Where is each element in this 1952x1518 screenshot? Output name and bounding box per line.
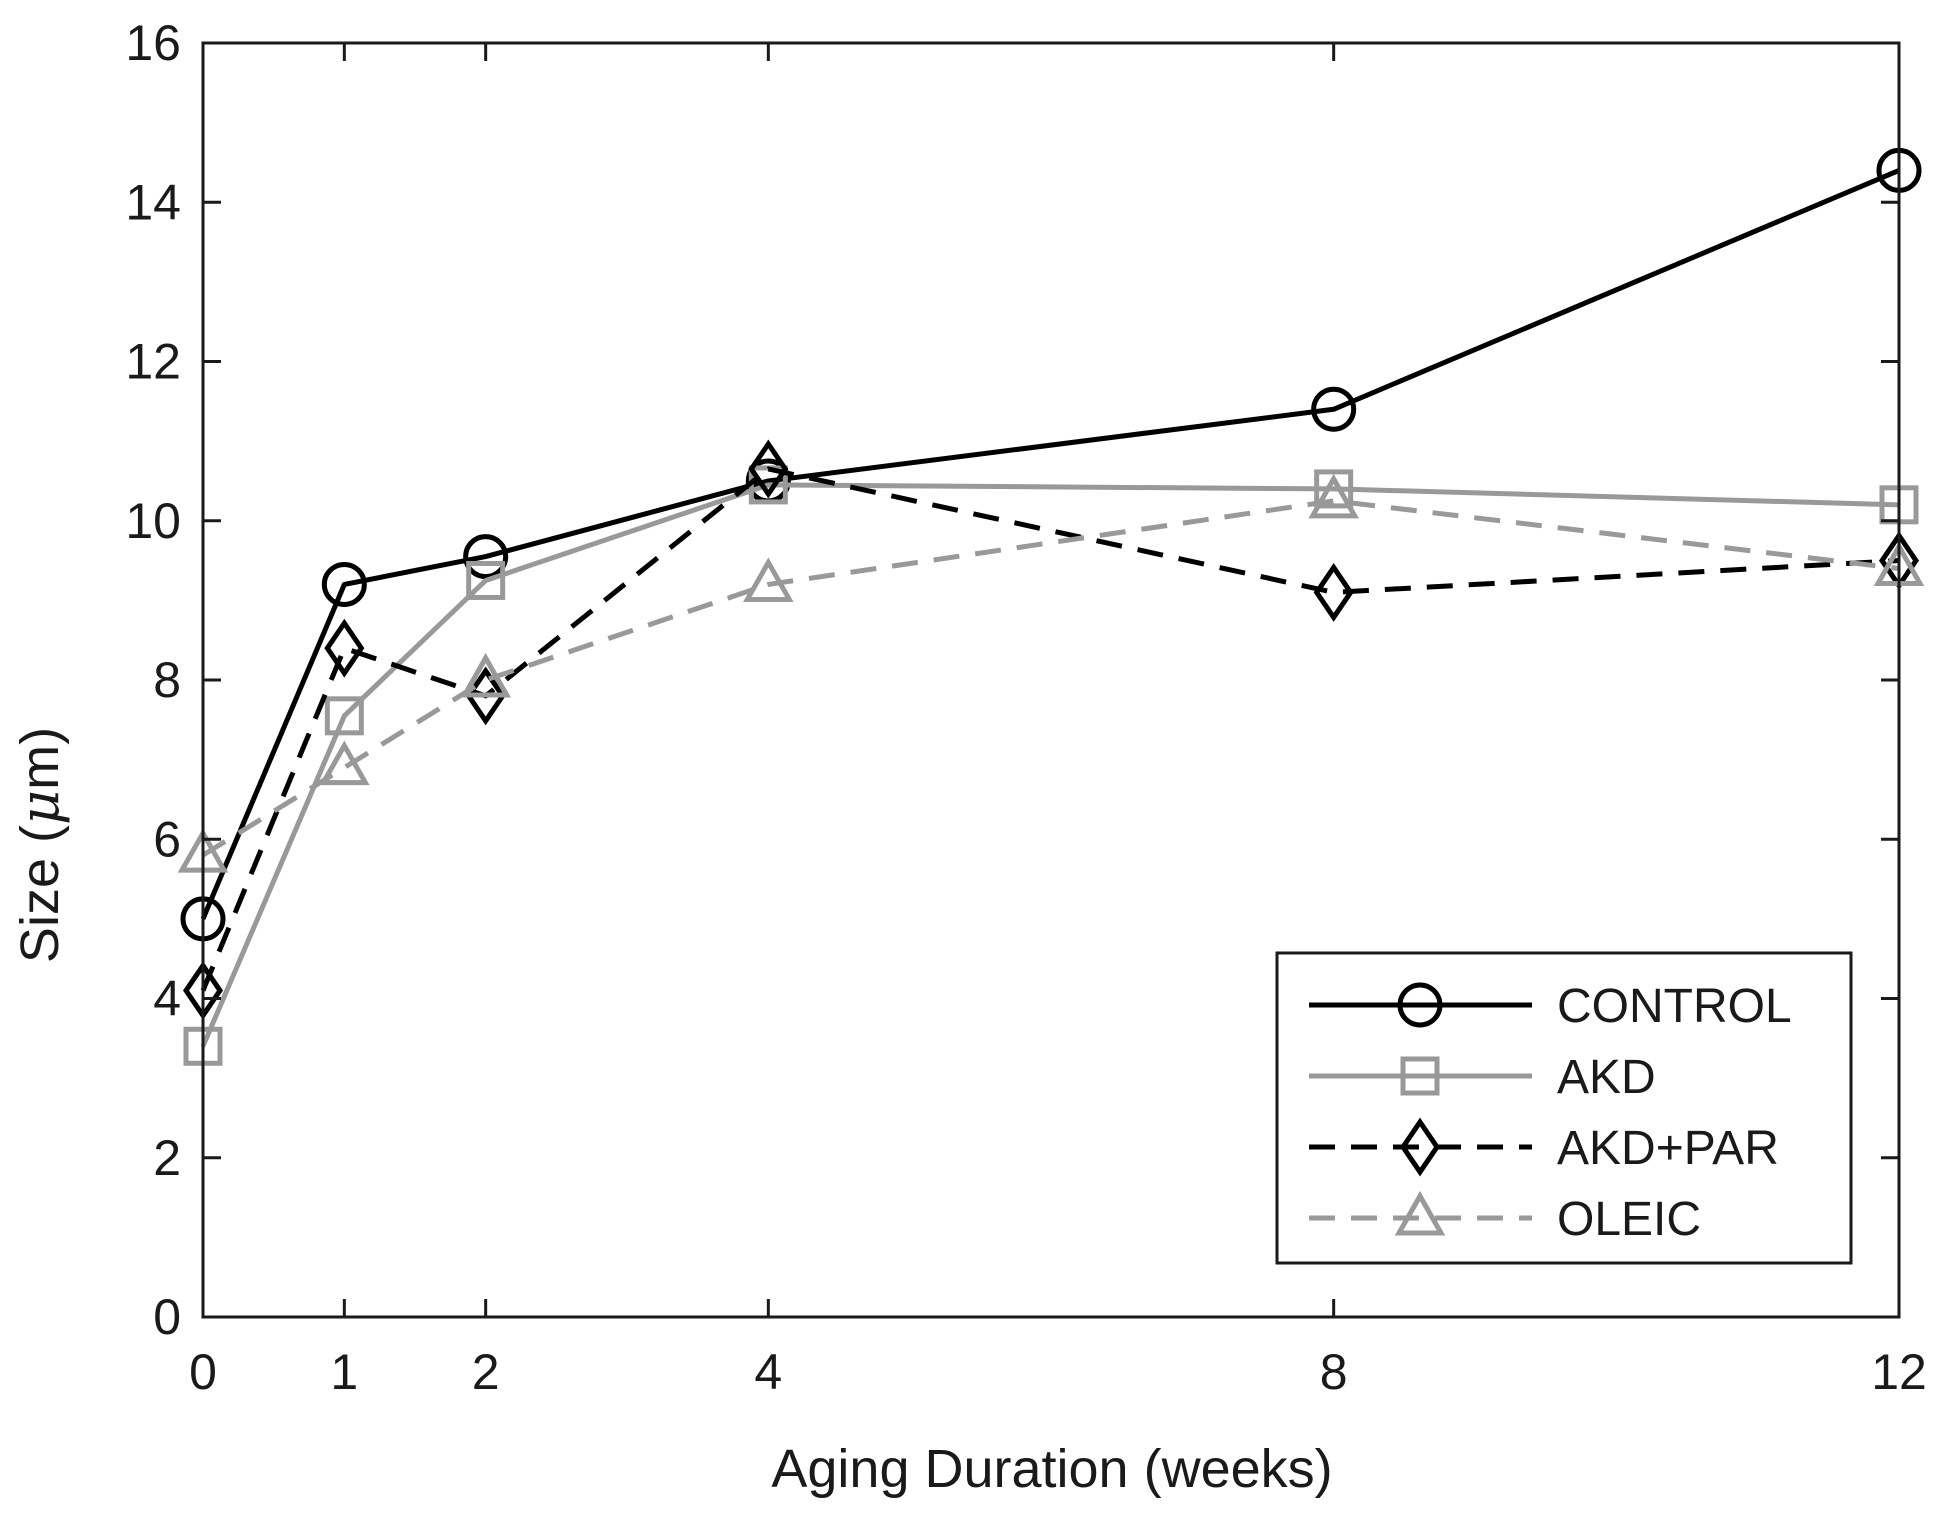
data-point-akd: [466, 560, 506, 600]
data-point-akd: [324, 696, 364, 736]
y-tick-label: 10: [125, 493, 181, 549]
y-tick-label: 4: [153, 971, 181, 1027]
x-tick-label: 1: [330, 1344, 358, 1400]
y-tick-label: 8: [153, 652, 181, 708]
y-tick-label: 16: [125, 15, 181, 71]
data-point-oleic: [1308, 473, 1359, 519]
data-point-oleic: [319, 740, 370, 786]
y-tick-label: 6: [153, 811, 181, 867]
y-axis-title: Size (μm): [8, 727, 71, 963]
legend-marker-akd-par: [1399, 1117, 1441, 1177]
series-line-control: [200, 168, 1900, 920]
legend-label-akd-par: AKD+PAR: [1557, 1122, 1779, 1175]
x-tick-label: 4: [754, 1344, 782, 1400]
y-tick-label: 2: [153, 1130, 181, 1186]
series-line-akd-par: [200, 466, 1900, 992]
data-point-oleic: [743, 557, 794, 602]
legend-marker-akd: [1400, 1056, 1440, 1096]
x-axis-title: Aging Duration (weeks): [771, 1439, 1332, 1499]
legend-label-akd: AKD: [1557, 1051, 1656, 1104]
series-line-oleic: [201, 498, 1900, 858]
x-tick-label: 8: [1320, 1344, 1348, 1400]
data-point-akd-par: [1313, 562, 1354, 622]
y-tick-label: 0: [153, 1289, 181, 1345]
legend-label-control: CONTROL: [1557, 980, 1792, 1033]
legend-marker-oleic: [1394, 1190, 1446, 1236]
legend-label-oleic: OLEIC: [1557, 1193, 1701, 1246]
series-line-akd: [200, 482, 1900, 1048]
data-point-akd: [1314, 469, 1354, 509]
data-point-oleic: [460, 652, 511, 698]
y-tick-label: 14: [125, 174, 181, 230]
data-point-control: [321, 561, 367, 607]
x-tick-label: 12: [1871, 1344, 1927, 1400]
y-tick-label: 12: [125, 334, 181, 390]
data-point-control: [463, 534, 509, 580]
x-tick-label: 0: [189, 1344, 217, 1400]
x-tick-label: 2: [472, 1344, 500, 1400]
data-point-akd-par: [748, 439, 789, 499]
legend-marker-control: [1397, 982, 1443, 1028]
data-point-akd-par: [324, 618, 365, 678]
data-point-control: [1311, 386, 1357, 432]
